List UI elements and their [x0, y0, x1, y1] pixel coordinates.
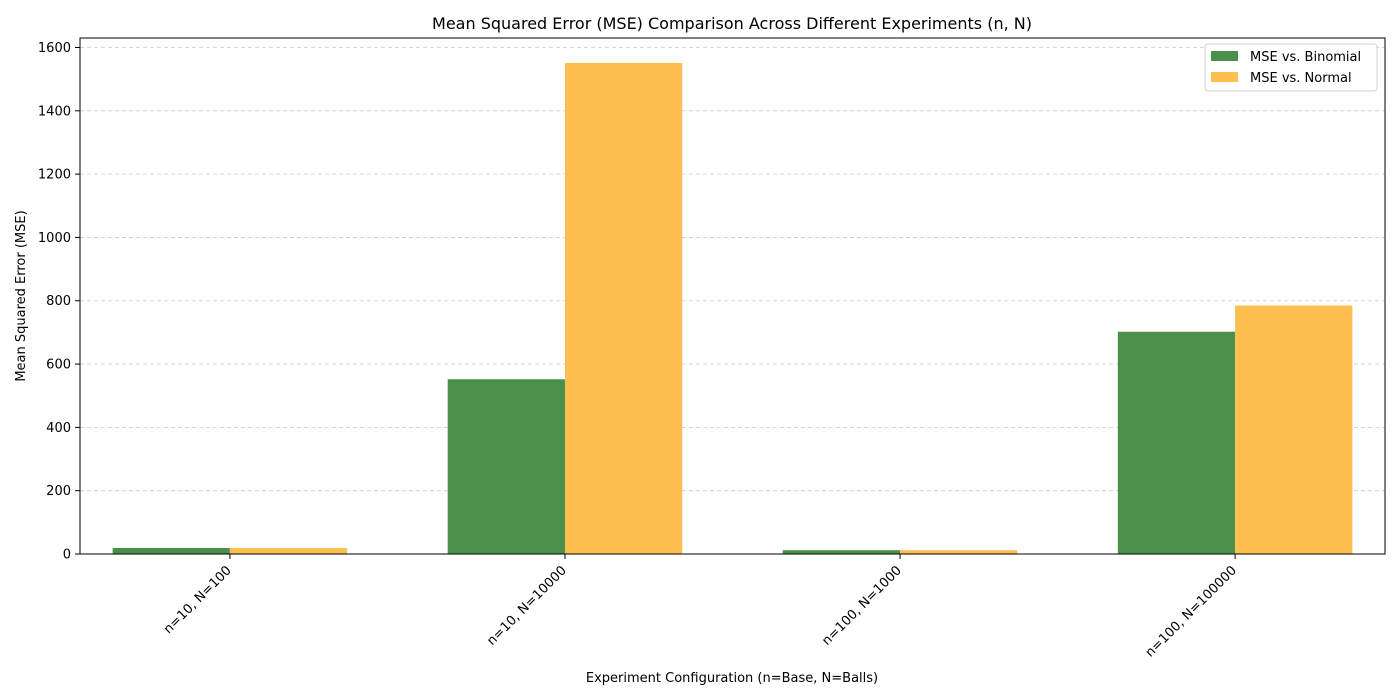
y-tick-label: 600 [46, 358, 71, 373]
legend-swatch [1211, 72, 1238, 82]
y-tick-label: 800 [46, 294, 71, 309]
bar-binomial [447, 379, 565, 554]
plot-frame [79, 37, 1386, 555]
bar-normal [900, 550, 1018, 554]
y-tick-label: 1000 [38, 231, 71, 246]
legend: MSE vs. Binomial MSE vs. Normal [1204, 43, 1378, 92]
bar-binomial [1117, 331, 1236, 554]
legend-entry: MSE vs. Binomial [1250, 50, 1361, 65]
bars [112, 63, 1353, 554]
chart-title: Mean Squared Error (MSE) Comparison Acro… [432, 14, 1032, 33]
bar-normal [1235, 305, 1353, 554]
x-tick-label: n=100, N=1000 [819, 563, 905, 649]
y-tick-label: 0 [63, 548, 71, 563]
x-axis-ticks: n=10, N=100 n=10, N=10000 n=100, N=1000 n=1… [161, 554, 1240, 660]
y-tick-label: 1200 [38, 168, 71, 183]
x-axis-label: Experiment Configuration (n=Base, N=Ball… [586, 671, 878, 686]
bar-binomial [112, 547, 230, 554]
legend-entry: MSE vs. Normal [1250, 71, 1352, 86]
legend-frame [1204, 43, 1378, 92]
y-tick-label: 400 [46, 421, 71, 436]
y-axis-label: Mean Squared Error (MSE) [14, 210, 29, 381]
x-tick-label: n=100, N=100000 [1143, 563, 1240, 660]
legend-swatch [1211, 51, 1238, 61]
bar-normal [564, 63, 683, 554]
y-tick-label: 1400 [38, 104, 71, 119]
y-tick-label: 200 [46, 484, 71, 499]
x-tick-label: n=10, N=100 [161, 563, 235, 637]
y-axis-ticks: 0 200 400 600 800 1000 1200 1400 1600 [38, 41, 80, 563]
bar-binomial [782, 550, 901, 554]
x-tick-label: n=10, N=10000 [484, 563, 570, 649]
y-gridlines [80, 47, 1385, 555]
y-tick-label: 1600 [38, 41, 71, 56]
bar-normal [229, 547, 348, 554]
